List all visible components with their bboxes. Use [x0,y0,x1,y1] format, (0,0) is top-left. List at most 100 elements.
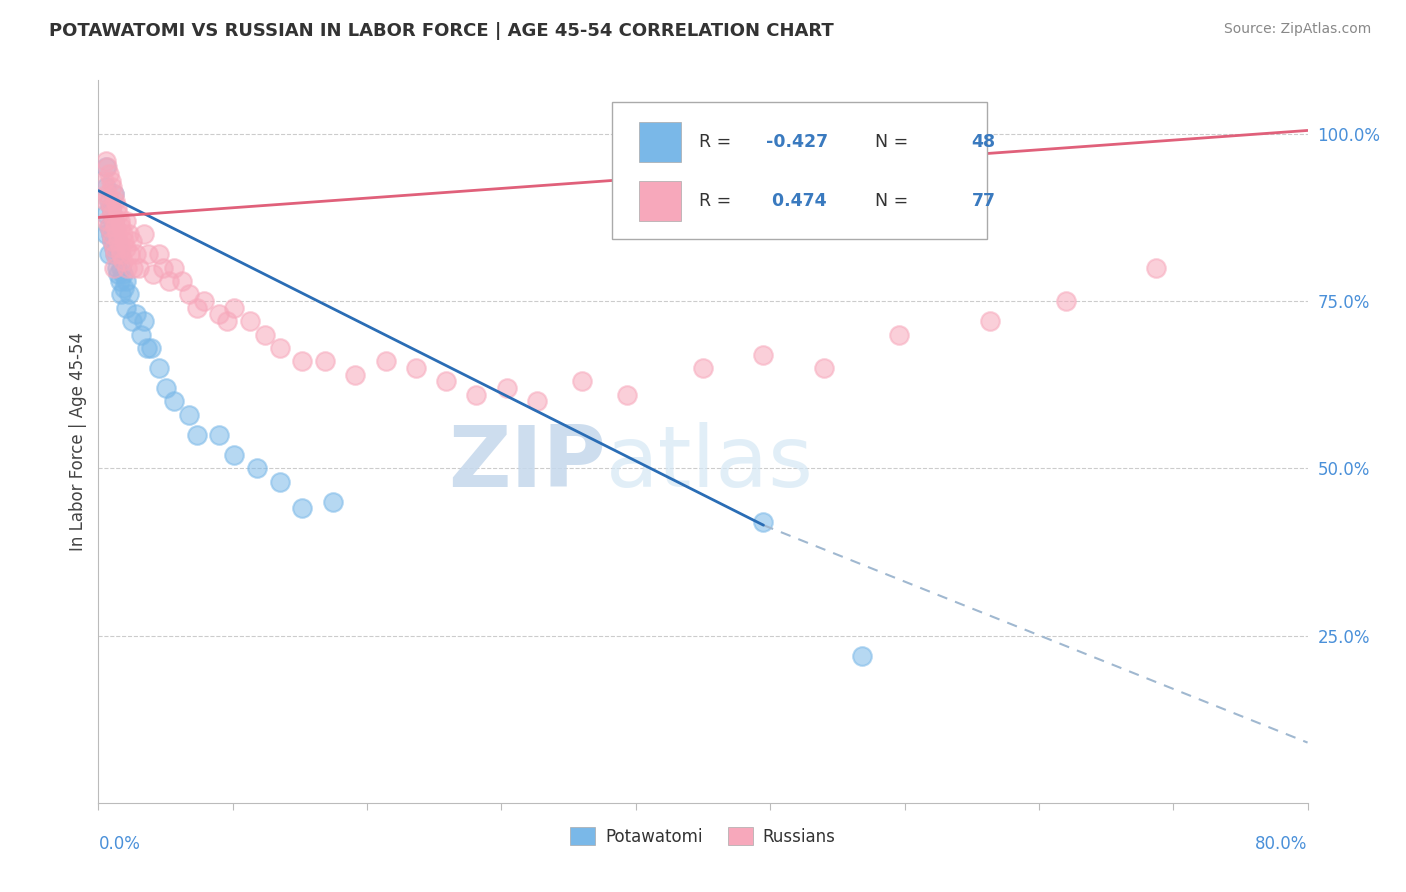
Point [434,375,457,389]
Text: 80.0%: 80.0% [1256,835,1308,854]
Point [125,247,148,261]
FancyBboxPatch shape [638,181,682,221]
Legend: Potawatomi, Russians: Potawatomi, Russians [564,821,842,852]
Point [246,461,269,475]
Text: atlas: atlas [606,422,814,505]
Point [163,394,186,409]
Point [100,201,122,215]
Text: R =: R = [699,193,737,211]
Point [1144,260,1167,275]
Point [752,348,775,362]
Point [269,341,291,355]
Point [98,194,121,208]
Point [110,220,132,235]
Point [314,354,336,368]
Point [115,260,138,275]
Point [148,361,170,376]
Text: Source: ZipAtlas.com: Source: ZipAtlas.com [1223,22,1371,37]
FancyBboxPatch shape [638,122,682,162]
Point [98,167,121,181]
Text: 0.0%: 0.0% [98,835,141,854]
Point [108,247,131,261]
Point [103,187,125,202]
Text: 0.474: 0.474 [766,193,827,211]
Text: -0.427: -0.427 [766,133,828,152]
Point [105,201,128,215]
Point [322,494,344,508]
Point [100,201,122,215]
Point [208,307,231,322]
Point [104,220,127,235]
Point [118,227,141,242]
Point [100,227,122,242]
Point [129,327,152,342]
Point [142,268,165,282]
Point [128,260,150,275]
Point [465,387,488,401]
Point [114,214,136,228]
Point [111,227,134,242]
Point [121,234,143,248]
Point [571,375,593,389]
Point [114,301,136,315]
Point [132,227,155,242]
Point [98,194,121,208]
Point [215,314,238,328]
Point [94,207,117,221]
Point [141,341,163,355]
Point [94,194,117,208]
Point [103,241,125,255]
Point [107,234,129,248]
Point [98,220,121,235]
Point [105,227,128,242]
Point [110,260,132,275]
Point [114,241,136,255]
Point [193,294,215,309]
Text: N =: N = [875,193,914,211]
Point [94,180,117,194]
Point [155,381,177,395]
Point [374,354,396,368]
Point [96,187,118,202]
Point [291,354,314,368]
Point [112,281,135,295]
Point [98,247,121,261]
Point [752,515,775,529]
Point [108,241,131,255]
Point [253,327,276,342]
Point [101,207,124,221]
Point [851,648,873,663]
Point [108,214,131,228]
Point [120,247,142,261]
Point [495,381,517,395]
Text: N =: N = [875,133,914,152]
Point [224,301,246,315]
Point [148,247,170,261]
Point [107,207,129,221]
Point [692,361,714,376]
Point [186,427,208,442]
Text: 77: 77 [972,193,995,211]
Point [110,247,132,261]
Point [103,214,125,228]
Point [1054,294,1077,309]
Point [179,408,201,422]
Point [269,475,291,489]
Point [108,274,131,288]
FancyBboxPatch shape [613,102,987,239]
Point [93,173,115,188]
Point [110,287,132,301]
Point [224,448,246,462]
Point [813,361,835,376]
Point [616,387,638,401]
Point [96,161,118,175]
Point [163,260,186,275]
Point [107,241,129,255]
Point [122,260,145,275]
Point [186,301,208,315]
Point [112,234,135,248]
Point [104,247,127,261]
Point [291,501,314,516]
Point [103,187,125,202]
Point [111,254,134,268]
